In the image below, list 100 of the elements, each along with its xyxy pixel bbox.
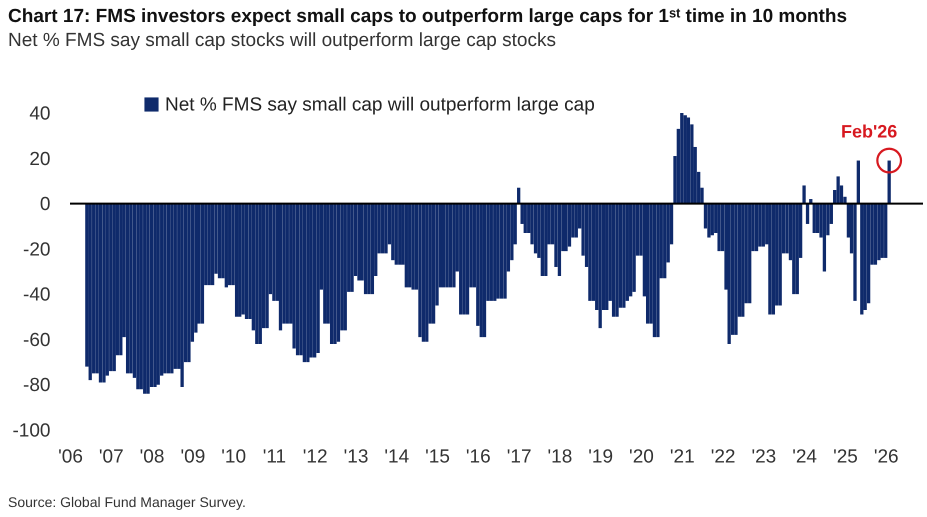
y-tick-label: -80 — [23, 375, 50, 396]
bar — [680, 113, 684, 204]
x-tick-label: '24 — [792, 446, 818, 468]
x-tick-label: '19 — [588, 446, 614, 468]
bar — [748, 204, 752, 304]
bar — [381, 204, 384, 254]
bar — [180, 204, 184, 387]
x-tick-label: '16 — [466, 446, 491, 468]
y-tick-label: -20 — [23, 239, 50, 260]
bar — [792, 204, 796, 294]
bar — [278, 204, 282, 330]
bar — [286, 204, 289, 324]
annotation: Feb'26 — [841, 122, 898, 142]
bar — [686, 118, 690, 204]
bar — [153, 204, 157, 387]
bar — [558, 204, 562, 276]
bar — [652, 204, 656, 338]
bar — [710, 204, 714, 236]
bar — [717, 204, 721, 252]
x-tick-label: '22 — [710, 446, 736, 468]
bar — [146, 204, 150, 394]
bar — [265, 204, 269, 328]
bar — [503, 204, 507, 299]
bar — [778, 204, 782, 306]
bar — [544, 204, 548, 276]
bar — [480, 204, 483, 338]
bar — [768, 204, 772, 315]
y-tick-label: -40 — [23, 284, 50, 306]
bar — [418, 204, 422, 338]
bar — [462, 204, 466, 315]
x-tick-label: '14 — [384, 446, 410, 468]
bar — [244, 204, 248, 320]
bar — [336, 204, 340, 342]
bar — [615, 204, 619, 317]
bar — [394, 204, 398, 265]
x-tick-label: '20 — [629, 446, 654, 468]
bar — [517, 188, 520, 204]
bar — [442, 204, 446, 288]
bar — [391, 204, 394, 260]
y-tick-label: -60 — [23, 330, 50, 351]
bar — [734, 204, 738, 335]
bar — [448, 204, 452, 288]
bar — [796, 204, 799, 294]
x-tick-label: '06 — [58, 446, 83, 468]
chart-subtitle: Net % FMS say small cap stocks will outperform large cap stocks — [8, 30, 556, 51]
bar — [370, 204, 374, 294]
x-tick-label: '21 — [670, 446, 695, 468]
bar — [255, 204, 258, 344]
bar — [482, 204, 486, 338]
bar — [884, 204, 888, 258]
bar — [408, 204, 412, 288]
bar — [425, 204, 428, 342]
x-tick-label: '12 — [302, 446, 328, 468]
bar — [272, 204, 276, 301]
bar — [333, 204, 337, 344]
y-tick-label: -100 — [12, 420, 50, 442]
bar — [853, 204, 857, 301]
bar — [143, 204, 146, 394]
bar — [500, 204, 504, 299]
bar — [728, 204, 731, 344]
y-tick-label: 20 — [29, 148, 50, 170]
bar — [302, 204, 306, 362]
bar — [888, 160, 891, 204]
bar — [208, 204, 211, 286]
bar — [170, 204, 174, 374]
bar — [234, 204, 238, 317]
bar — [605, 204, 608, 310]
bar — [310, 204, 313, 358]
x-tick-label: '23 — [751, 446, 776, 468]
bar — [200, 204, 204, 324]
x-tick-label: '07 — [98, 446, 124, 468]
bar — [313, 204, 316, 358]
bar — [856, 160, 860, 204]
bar — [422, 204, 426, 342]
x-tick-label: '08 — [140, 446, 164, 468]
chart-title: Chart 17: FMS investors expect small caps to outperform large caps for 1ˢᵗ time in 10 months — [8, 6, 848, 27]
bar — [228, 204, 232, 286]
bar — [836, 176, 840, 204]
bar — [258, 204, 262, 344]
source-note: Source: Global Fund Manager Survey. — [8, 494, 246, 510]
bar — [126, 204, 130, 374]
bar — [364, 204, 368, 294]
bar — [88, 204, 92, 380]
x-tick-label: '09 — [180, 446, 206, 468]
bar — [524, 204, 527, 234]
bar — [772, 204, 776, 315]
bar — [404, 204, 408, 288]
bar — [860, 204, 864, 315]
x-tick-label: '15 — [425, 446, 450, 468]
x-tick-label: '18 — [548, 446, 572, 468]
bar — [612, 204, 616, 317]
bar — [344, 204, 347, 330]
bar — [102, 204, 106, 382]
x-tick-label: '13 — [344, 446, 368, 468]
bar — [741, 204, 744, 317]
bar — [822, 204, 826, 272]
bar — [210, 204, 214, 286]
bar — [316, 204, 320, 354]
bar — [656, 204, 660, 338]
x-tick-label: '26 — [874, 446, 899, 468]
